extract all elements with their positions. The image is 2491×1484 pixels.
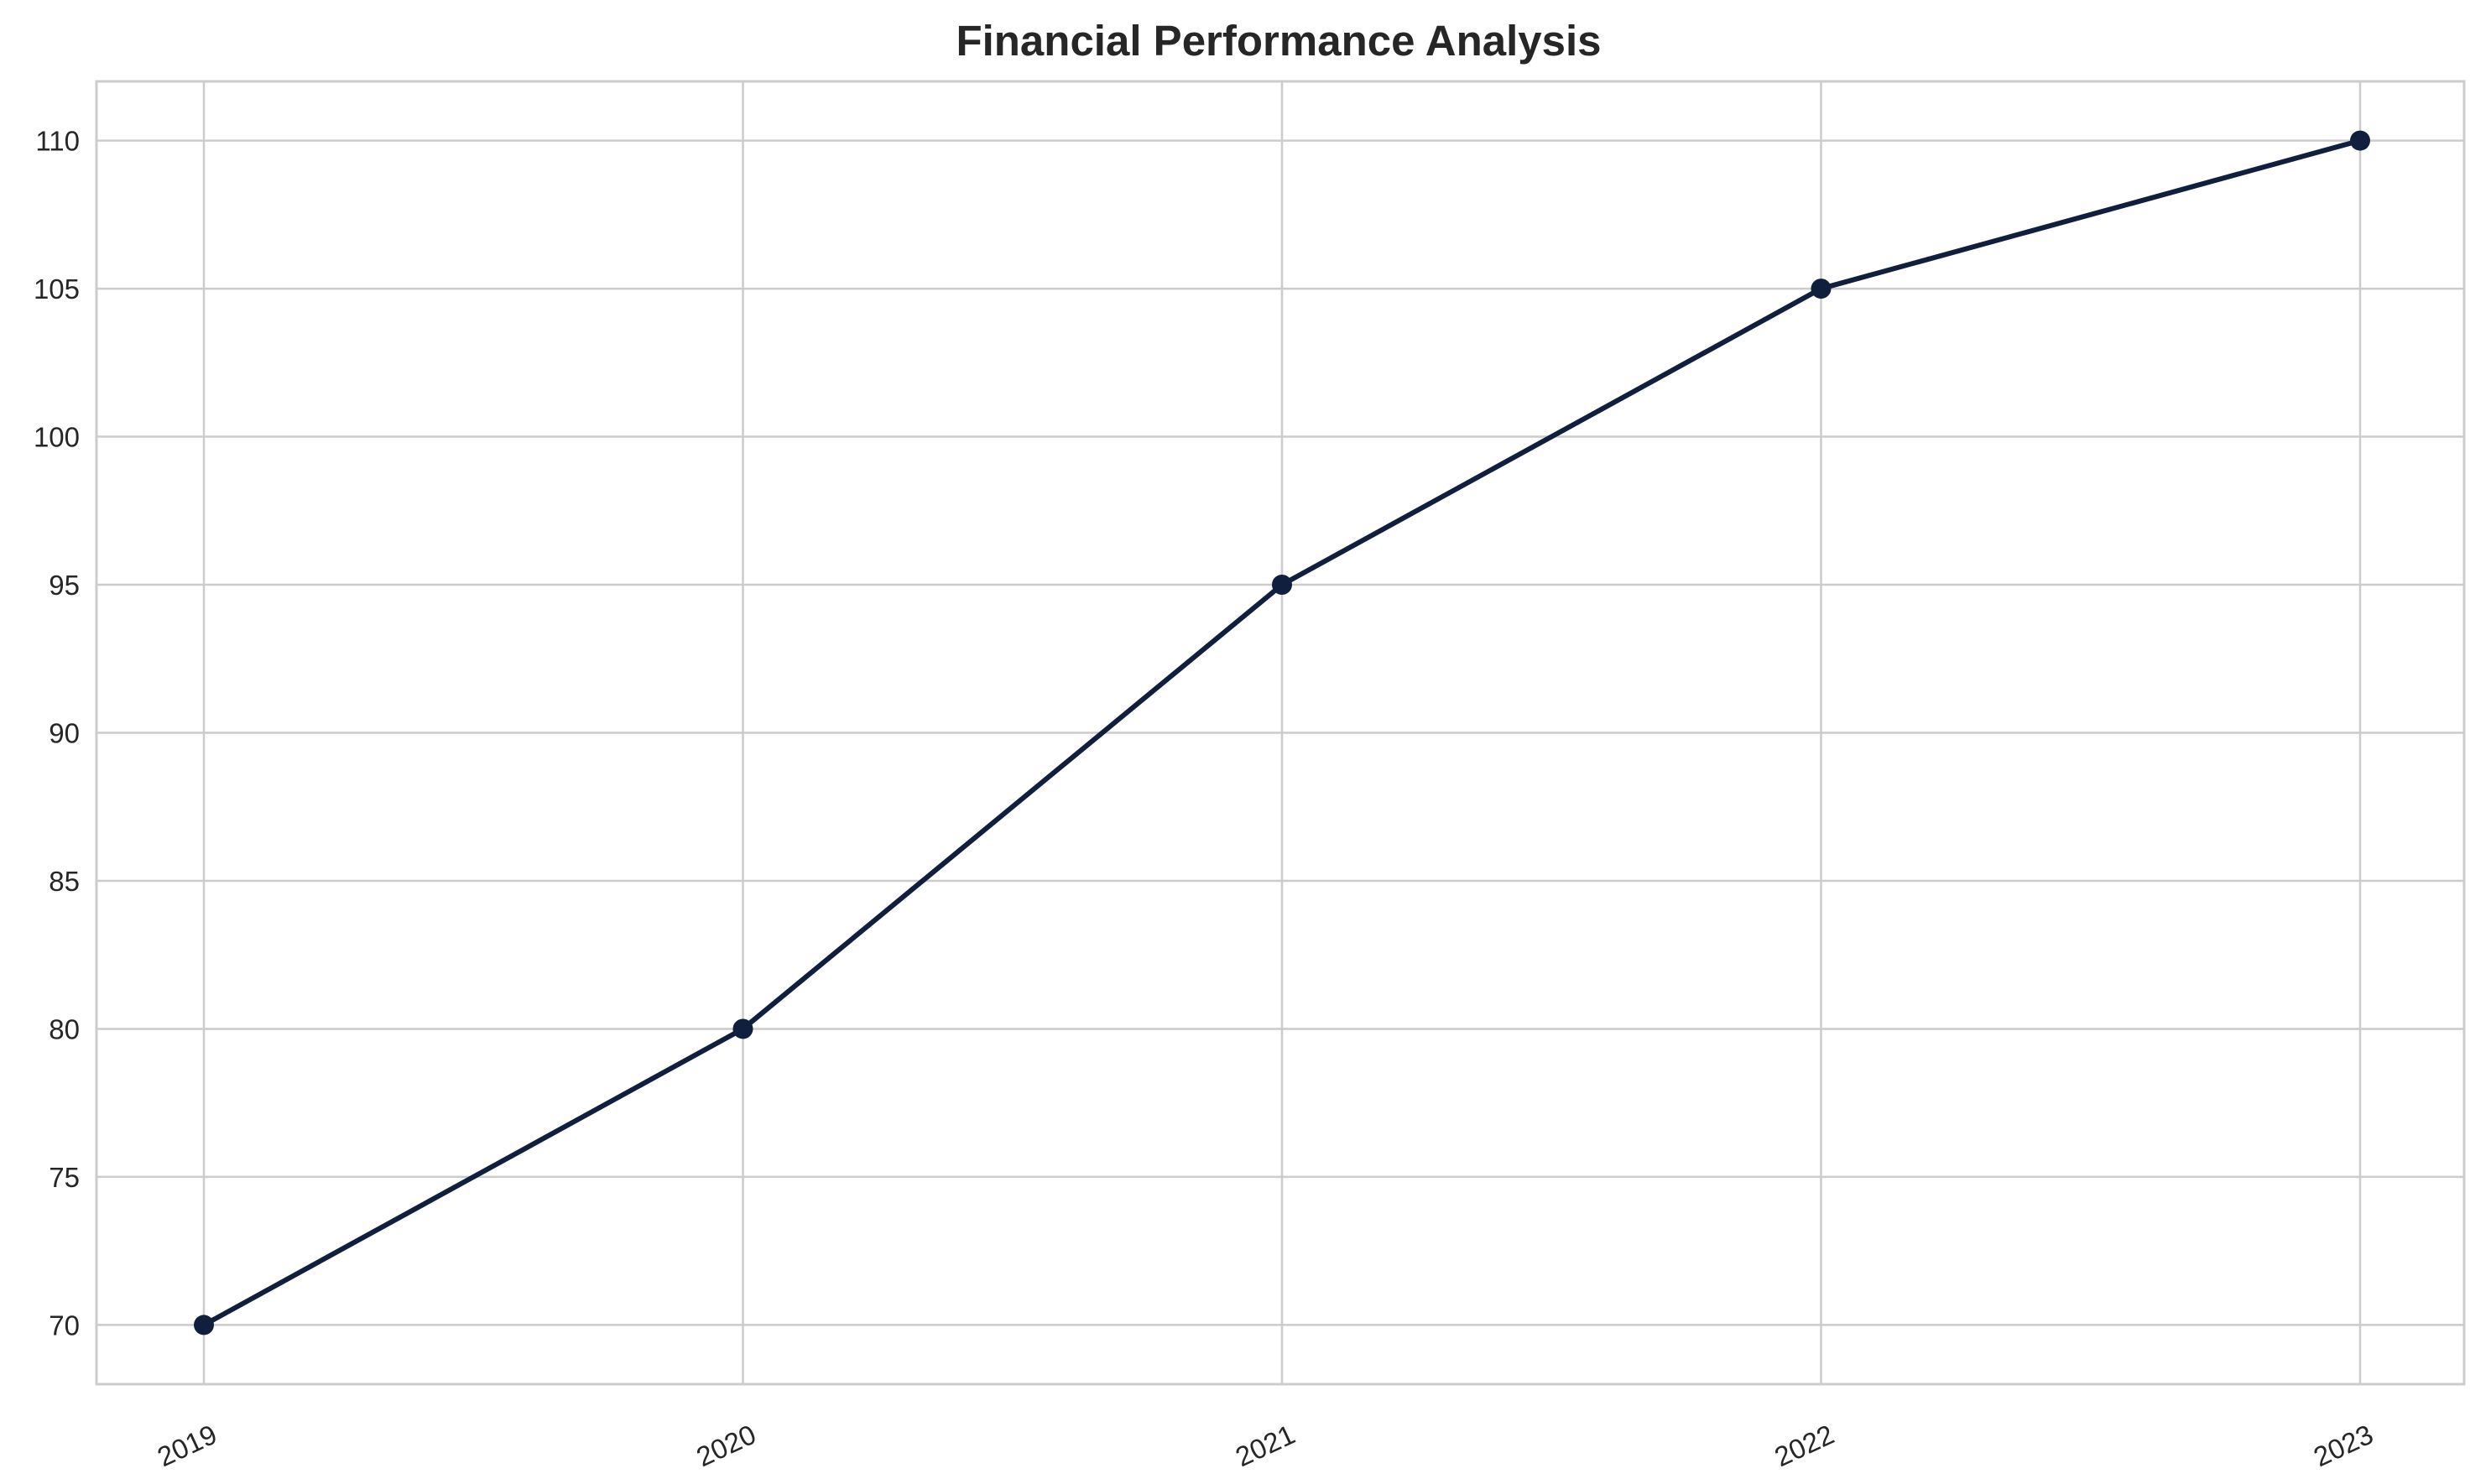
y-axis-tick-labels: 70 75 80 85 90 95 100 105 110 xyxy=(34,126,80,1341)
data-point-marker xyxy=(1272,575,1292,596)
chart-title: Financial Performance Analysis xyxy=(956,17,1601,65)
data-point-marker xyxy=(194,1315,214,1336)
y-tick-label: 105 xyxy=(34,273,80,305)
y-tick-label: 85 xyxy=(49,866,80,897)
y-tick-label: 100 xyxy=(34,422,80,453)
y-tick-label: 90 xyxy=(49,718,80,749)
series-layer xyxy=(194,130,2370,1336)
data-point-marker xyxy=(732,1018,753,1039)
data-point-marker xyxy=(2350,130,2370,151)
data-point-marker xyxy=(1811,279,1832,299)
y-tick-label: 70 xyxy=(49,1310,80,1341)
x-gridlines xyxy=(202,81,2362,1384)
plot-area-frame xyxy=(95,80,2466,1386)
y-tick-label: 110 xyxy=(35,126,80,157)
y-tick-label: 75 xyxy=(49,1162,80,1193)
y-tick-label: 80 xyxy=(49,1013,80,1044)
y-tick-label: 95 xyxy=(49,570,80,601)
